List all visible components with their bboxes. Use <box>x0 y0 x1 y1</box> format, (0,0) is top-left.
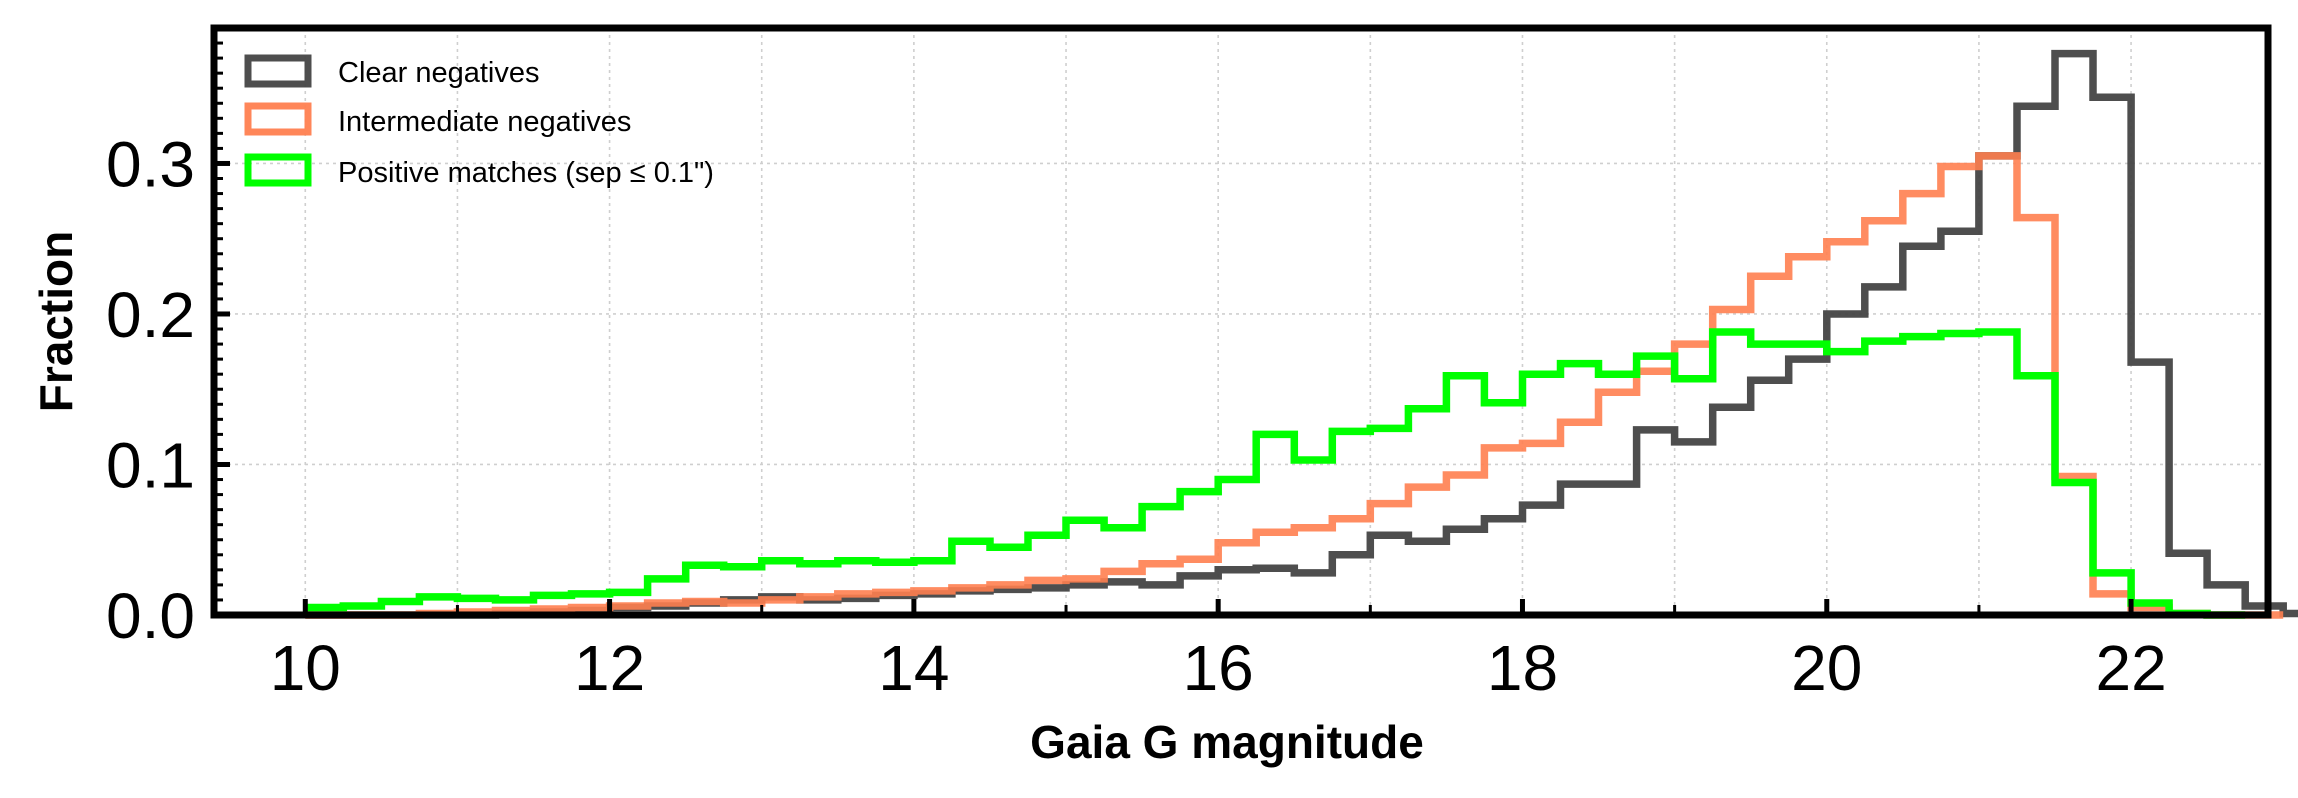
legend-label-intermediate-negatives: Intermediate negatives <box>338 106 631 138</box>
x-tick-label: 20 <box>1791 632 1862 704</box>
x-tick-label: 10 <box>270 632 341 704</box>
plot-frame <box>210 24 2272 619</box>
y-axis-title: Fraction <box>30 231 82 412</box>
x-tick-label: 16 <box>1183 632 1254 704</box>
series-layer <box>305 49 2298 619</box>
legend-label-clear-negatives: Clear negatives <box>338 57 540 89</box>
y-tick-label: 0.2 <box>106 279 195 351</box>
x-tick-label: 22 <box>2095 632 2166 704</box>
y-tick-label: 0.3 <box>106 128 195 200</box>
legend-swatch-intermediate-negatives <box>244 102 312 136</box>
series-positive-matches <box>305 328 2246 619</box>
y-tick-label: 0.1 <box>106 429 195 501</box>
x-axis-title: Gaia G magnitude <box>1030 716 1424 768</box>
tick-marks <box>214 41 2134 618</box>
x-tick-label: 14 <box>878 632 949 704</box>
legend-swatch-clear-negatives <box>244 54 312 88</box>
series-intermediate-negatives <box>305 152 2284 619</box>
legend-swatch-positive-matches <box>244 153 312 187</box>
legend: Clear negatives Intermediate negatives P… <box>244 54 714 189</box>
x-tick-label: 18 <box>1487 632 1558 704</box>
legend-label-positive-matches: Positive matches (sep ≤ 0.1") <box>338 157 714 189</box>
x-tick-label: 12 <box>574 632 645 704</box>
y-tick-label: 0.0 <box>106 580 195 652</box>
tick-labels: 10 12 14 16 18 20 22 0.0 0.1 0.2 0.3 <box>106 128 2167 704</box>
axes <box>210 24 2272 619</box>
